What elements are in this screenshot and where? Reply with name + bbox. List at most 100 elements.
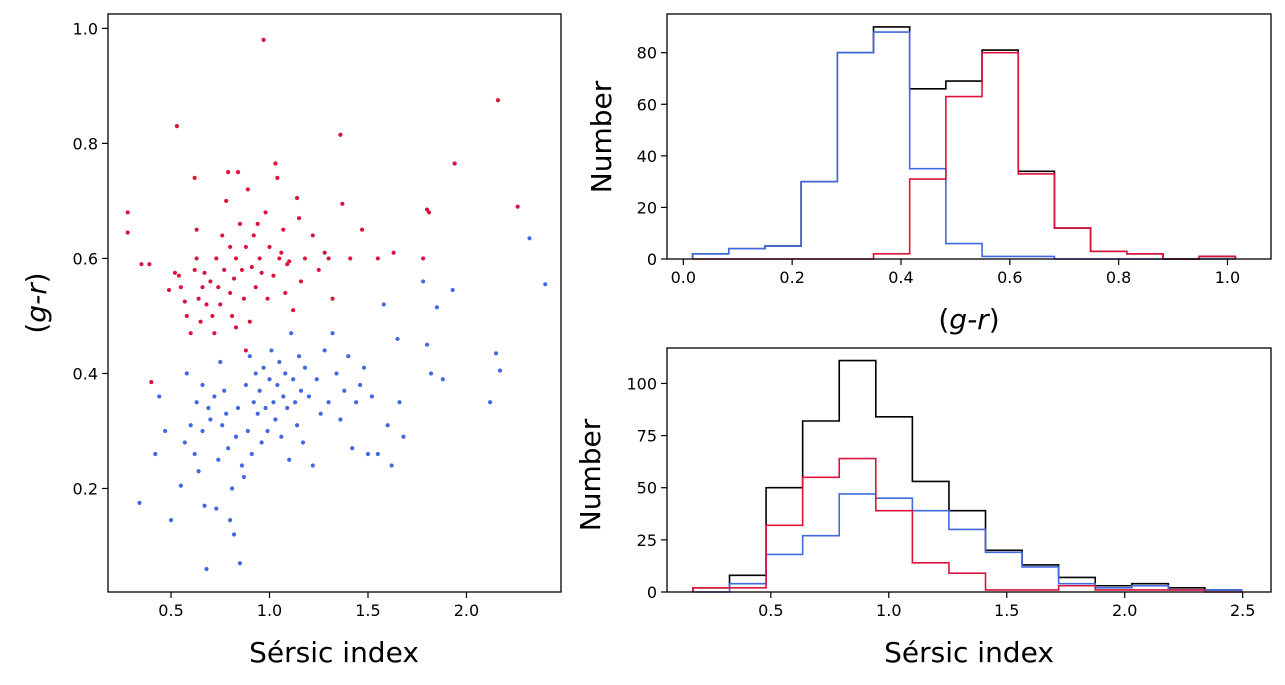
scatter-point-blue: [228, 518, 233, 523]
scatter-point-red: [204, 302, 209, 307]
scatter-point-blue: [267, 377, 272, 382]
scatter-point-red: [391, 250, 396, 255]
scatter-point-red: [253, 285, 258, 290]
scatter-point-red: [251, 233, 256, 238]
scatter-point-red: [166, 287, 172, 293]
scatter-point-blue: [450, 287, 455, 293]
scatter-point-red: [241, 296, 246, 301]
scatter-point-blue: [239, 463, 245, 468]
scatter-point-red: [188, 331, 193, 336]
scatter-point-blue: [204, 566, 209, 572]
scatter-y-label: (g-r): [20, 272, 53, 333]
scatter-point-blue: [218, 359, 223, 365]
scatter-point-blue: [326, 400, 331, 405]
scatter-point-blue: [306, 394, 311, 399]
scatter-point-red: [208, 279, 213, 284]
scatter-point-red: [375, 256, 380, 261]
scatter-point-blue: [302, 365, 308, 370]
scatter-point-red: [229, 313, 235, 319]
scatter-point-blue: [137, 500, 142, 505]
scatter-point-blue: [369, 394, 375, 399]
scatter-y-tick-label: 0.4: [73, 364, 98, 383]
sersic-histogram-x-ticks: 0.5 1.0 1.5 2.0 2.5: [758, 592, 1255, 620]
sersic-histogram-step-blue: [692, 493, 1243, 593]
color-histogram-step-red: [692, 51, 1237, 260]
color-histogram-step-all: [691, 26, 1237, 260]
scatter-point-blue: [314, 377, 319, 382]
scatter-point-blue: [153, 451, 158, 457]
scatter-point-blue: [300, 440, 306, 445]
scatter-point-red: [338, 132, 343, 137]
scatter-point-blue: [271, 400, 276, 405]
scatter-point-red: [147, 262, 152, 267]
scatter-point-blue: [350, 446, 355, 451]
scatter-point-blue: [285, 405, 290, 411]
scatter-point-blue: [249, 451, 254, 457]
scatter-point-blue: [275, 382, 280, 388]
scatter-point-blue: [184, 371, 189, 376]
scatter-point-red: [249, 264, 254, 270]
scatter-point-blue: [527, 236, 532, 241]
scatter-point-red: [245, 187, 250, 192]
scatter-x-tick-label: 2.0: [454, 601, 479, 620]
sersic-histogram-y-tick-label: 0: [647, 583, 657, 602]
scatter-point-blue: [200, 428, 205, 434]
sersic-histogram-y-tick-label: 100: [626, 374, 657, 393]
scatter-point-blue: [322, 348, 327, 353]
scatter-point-red: [218, 302, 223, 307]
scatter-point-red: [452, 161, 457, 166]
sersic-histogram-y-tick-label: 25: [637, 531, 657, 550]
color-histogram-y-ticks: 0 20 40 60 80: [637, 44, 667, 269]
sersic-histogram-x-tick-label: 1.5: [994, 601, 1019, 620]
scatter-point-red: [298, 279, 304, 284]
scatter-point-red: [426, 210, 432, 215]
scatter-point-blue: [208, 417, 213, 422]
scatter-point-red: [125, 230, 130, 235]
scatter-point-blue: [283, 371, 288, 376]
scatter-point-blue: [196, 469, 201, 474]
scatter-point-red: [172, 270, 178, 275]
color-histogram-axes-frame: [666, 13, 1272, 260]
scatter-point-blue: [247, 354, 252, 359]
scatter-point-blue: [375, 451, 380, 457]
scatter-point-red: [233, 325, 239, 330]
color-histogram-y-tick-label: 20: [637, 198, 657, 217]
scatter-point-blue: [395, 336, 400, 342]
color-histogram-x-tick-label: 0.0: [671, 268, 696, 287]
scatter-point-red: [340, 201, 345, 206]
scatter-point-red: [243, 348, 248, 353]
scatter-point-blue: [298, 388, 304, 393]
scatter-point-blue: [440, 377, 445, 382]
scatter-point-blue: [216, 457, 221, 462]
scatter-point-blue: [257, 388, 262, 393]
scatter-point-blue: [192, 451, 197, 457]
scatter-point-red: [184, 313, 189, 319]
scatter-point-red: [261, 37, 266, 42]
color-histogram-x-label: (g-r): [938, 303, 999, 336]
scatter-point-blue: [338, 417, 343, 422]
scatter-point-red: [348, 256, 353, 261]
scatter-point-blue: [231, 532, 237, 537]
scatter-point-blue: [229, 486, 235, 491]
scatter-point-blue: [243, 382, 248, 388]
scatter-point-blue: [354, 400, 359, 405]
scatter-axes-frame: [107, 13, 562, 593]
scatter-point-blue: [277, 359, 282, 365]
scatter-point-blue: [235, 405, 241, 411]
scatter-point-blue: [233, 434, 239, 439]
scatter-point-red: [216, 285, 221, 290]
scatter-point-blue: [178, 483, 183, 488]
scatter-point-blue: [255, 411, 260, 416]
scatter-point-red: [279, 250, 284, 255]
scatter-y-tick-label: 1.0: [73, 19, 98, 38]
scatter-point-red: [176, 273, 182, 278]
sersic-histogram-x-tick-label: 2.0: [1112, 601, 1137, 620]
scatter-point-blue: [318, 411, 323, 416]
scatter-point-red: [287, 259, 292, 264]
scatter-x-tick-label: 0.5: [158, 601, 183, 620]
scatter-point-blue: [206, 405, 211, 411]
scatter-point-red: [316, 267, 321, 273]
scatter-points: [125, 37, 548, 572]
scatter-point-blue: [310, 463, 315, 468]
